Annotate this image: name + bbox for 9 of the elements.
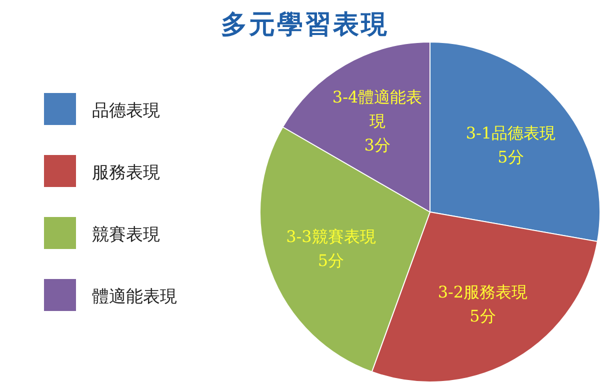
data-label: 3-3競賽表現 5分 <box>286 227 376 270</box>
data-label: 3-4體適能表現 3分 <box>332 88 422 155</box>
data-label: 3-1品德表現 5分 <box>466 123 556 166</box>
legend-label: 體適能表現 <box>92 287 177 307</box>
chart-title: 多元學習表現 <box>221 10 389 40</box>
legend-label: 品德表現 <box>92 101 160 121</box>
legend-label: 競賽表現 <box>92 225 160 245</box>
legend-label: 服務表現 <box>92 163 160 183</box>
data-label: 3-2服務表現 5分 <box>438 282 528 326</box>
